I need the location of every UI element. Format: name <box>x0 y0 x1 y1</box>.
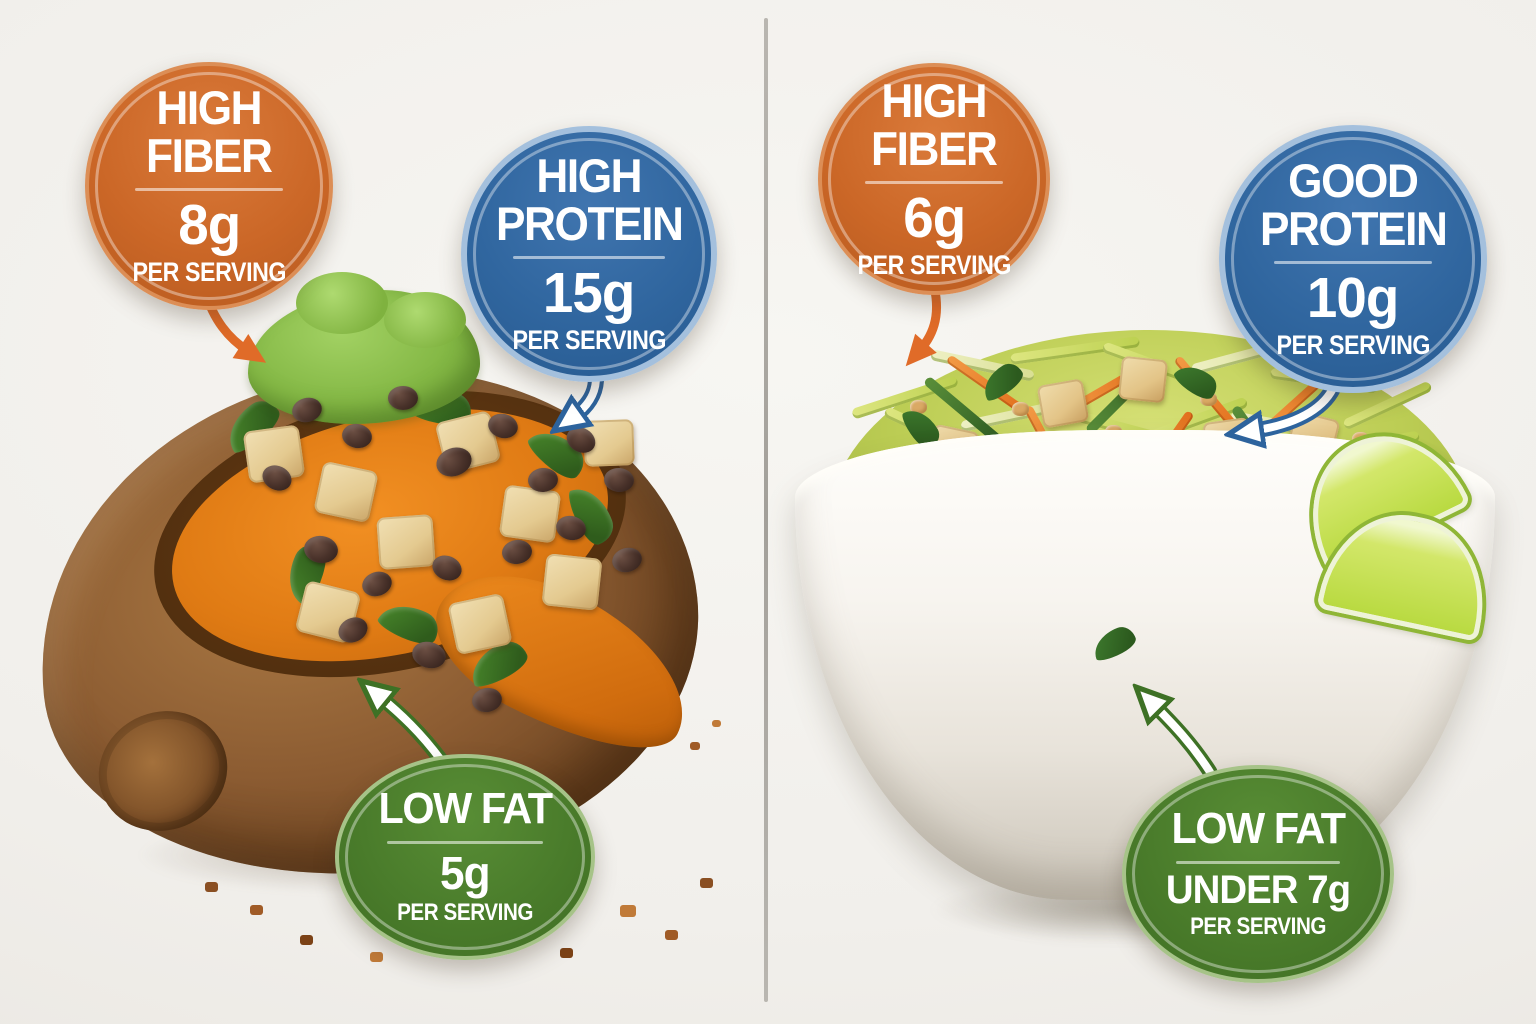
badge-value: 8g <box>178 193 241 258</box>
high-fiber-badge-left: HIGH FIBER 8g PER SERVING <box>85 62 333 310</box>
badge-title-line1: LOW FAT <box>378 784 553 834</box>
badge-title-line1: LOW FAT <box>1171 804 1346 854</box>
badge-title-line1: HIGH <box>156 80 263 134</box>
crumb <box>712 720 721 727</box>
crumb <box>560 948 573 958</box>
badge-title-line1: GOOD <box>1288 153 1419 207</box>
good-protein-badge-right: GOOD PROTEIN 10g PER SERVING <box>1219 125 1487 393</box>
peanut-crumble <box>1012 402 1029 416</box>
badge-divider <box>1273 261 1433 265</box>
badge-value: 5g <box>440 846 491 899</box>
low-fat-badge-left: LOW FAT 5g PER SERVING <box>335 754 595 960</box>
tofu-cube <box>376 514 436 570</box>
badge-divider <box>386 840 544 844</box>
badge-title-line2: PROTEIN <box>1259 201 1448 255</box>
badge-value: 10g <box>1307 266 1399 331</box>
crumb <box>300 935 313 945</box>
high-protein-badge-left: HIGH PROTEIN 15g PER SERVING <box>461 126 717 382</box>
badge-title-line2: PROTEIN <box>495 196 684 250</box>
badge-title-line2: FIBER <box>146 128 273 182</box>
badge-unit: PER SERVING <box>1276 330 1430 361</box>
crumb <box>620 905 636 917</box>
tofu-cube <box>1117 355 1169 404</box>
vertical-divider <box>764 18 768 1002</box>
crumb <box>205 882 218 892</box>
tofu-cube <box>313 460 379 524</box>
guacamole <box>384 292 466 348</box>
black-bean <box>388 386 418 410</box>
crumb <box>700 878 713 888</box>
badge-divider <box>134 188 284 192</box>
crumb <box>690 742 700 750</box>
badge-title-line2: FIBER <box>871 121 998 175</box>
badge-unit: PER SERVING <box>512 325 666 356</box>
high-fiber-badge-right: HIGH FIBER 6g PER SERVING <box>818 63 1050 295</box>
badge-unit: PER SERVING <box>857 250 1011 281</box>
badge-title-line1: HIGH <box>536 148 643 202</box>
tofu-cube <box>541 553 603 611</box>
crumb <box>250 905 263 915</box>
low-fat-badge-right: LOW FAT UNDER 7g PER SERVING <box>1122 765 1394 983</box>
badge-title-line1: HIGH <box>881 73 988 127</box>
tofu-cube <box>498 484 562 544</box>
badge-unit: PER SERVING <box>1190 912 1326 940</box>
guacamole <box>296 272 388 334</box>
tofu-cube <box>1036 378 1090 429</box>
badge-divider <box>1176 860 1340 864</box>
badge-divider <box>864 181 1004 185</box>
crumb <box>665 930 678 940</box>
badge-value: 15g <box>543 261 635 326</box>
badge-unit: PER SERVING <box>132 257 286 288</box>
crumb <box>370 952 383 962</box>
badge-value: 6g <box>903 186 966 251</box>
badge-divider <box>513 256 665 260</box>
badge-value: UNDER 7g <box>1165 867 1351 912</box>
badge-unit: PER SERVING <box>397 898 533 926</box>
